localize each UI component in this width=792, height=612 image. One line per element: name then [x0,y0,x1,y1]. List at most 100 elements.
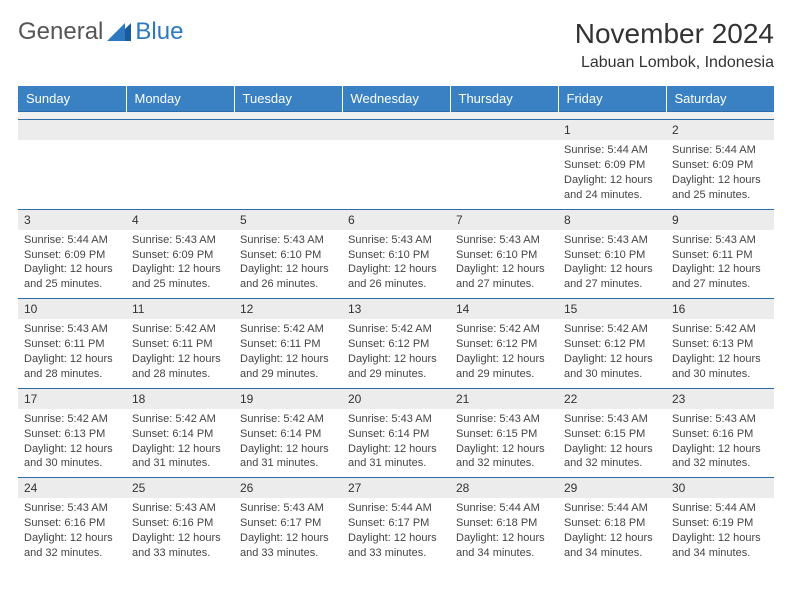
calendar-cell: 25Sunrise: 5:43 AMSunset: 6:16 PMDayligh… [126,478,234,567]
daylight-line: Daylight: 12 hours [132,352,228,367]
sunrise-line: Sunrise: 5:43 AM [564,233,660,248]
day-number: 25 [126,478,234,498]
calendar-cell: 19Sunrise: 5:42 AMSunset: 6:14 PMDayligh… [234,388,342,478]
daylight-line: and 26 minutes. [348,277,444,292]
daylight-line: and 30 minutes. [564,367,660,382]
calendar-cell: 8Sunrise: 5:43 AMSunset: 6:10 PMDaylight… [558,209,666,299]
sunset-line: Sunset: 6:14 PM [348,427,444,442]
day-number: 5 [234,210,342,230]
sunrise-line: Sunrise: 5:42 AM [132,412,228,427]
daylight-line: Daylight: 12 hours [24,442,120,457]
day-number: 23 [666,389,774,409]
sunrise-line: Sunrise: 5:43 AM [672,412,768,427]
day-number: 11 [126,299,234,319]
spacer-row [18,112,774,120]
day-number: 21 [450,389,558,409]
day-number: 1 [558,120,666,140]
sunrise-line: Sunrise: 5:43 AM [240,233,336,248]
day-number: 16 [666,299,774,319]
daylight-line: Daylight: 12 hours [132,442,228,457]
daylight-line: and 27 minutes. [672,277,768,292]
day-number: 22 [558,389,666,409]
calendar-cell: 4Sunrise: 5:43 AMSunset: 6:09 PMDaylight… [126,209,234,299]
sunrise-line: Sunrise: 5:44 AM [456,501,552,516]
calendar-cell: 1Sunrise: 5:44 AMSunset: 6:09 PMDaylight… [558,120,666,210]
daylight-line: Daylight: 12 hours [456,531,552,546]
daylight-line: and 26 minutes. [240,277,336,292]
sunrise-line: Sunrise: 5:43 AM [24,322,120,337]
logo-text-blue: Blue [135,18,183,46]
daylight-line: Daylight: 12 hours [672,173,768,188]
day-header: Wednesday [342,86,450,112]
sunset-line: Sunset: 6:14 PM [132,427,228,442]
calendar-cell: 20Sunrise: 5:43 AMSunset: 6:14 PMDayligh… [342,388,450,478]
sunset-line: Sunset: 6:10 PM [348,248,444,263]
day-header: Friday [558,86,666,112]
sunrise-line: Sunrise: 5:42 AM [348,322,444,337]
calendar-cell: 2Sunrise: 5:44 AMSunset: 6:09 PMDaylight… [666,120,774,210]
calendar-cell: 12Sunrise: 5:42 AMSunset: 6:11 PMDayligh… [234,299,342,389]
title-block: November 2024 Labuan Lombok, Indonesia [575,18,774,72]
sunrise-line: Sunrise: 5:44 AM [672,501,768,516]
day-header: Tuesday [234,86,342,112]
sunrise-line: Sunrise: 5:44 AM [24,233,120,248]
daylight-line: and 34 minutes. [456,546,552,561]
calendar-table: Sunday Monday Tuesday Wednesday Thursday… [18,86,774,567]
sunrise-line: Sunrise: 5:42 AM [240,412,336,427]
calendar-cell: 16Sunrise: 5:42 AMSunset: 6:13 PMDayligh… [666,299,774,389]
daylight-line: and 34 minutes. [564,546,660,561]
calendar-cell: 3Sunrise: 5:44 AMSunset: 6:09 PMDaylight… [18,209,126,299]
daylight-line: and 27 minutes. [456,277,552,292]
day-number: 12 [234,299,342,319]
calendar-cell: 30Sunrise: 5:44 AMSunset: 6:19 PMDayligh… [666,478,774,567]
daylight-line: Daylight: 12 hours [456,352,552,367]
daylight-line: Daylight: 12 hours [240,442,336,457]
day-header-row: Sunday Monday Tuesday Wednesday Thursday… [18,86,774,112]
day-number: 14 [450,299,558,319]
calendar-cell [450,120,558,210]
day-number: 4 [126,210,234,230]
logo-triangle-icon [107,23,131,41]
sunrise-line: Sunrise: 5:43 AM [24,501,120,516]
day-number: 10 [18,299,126,319]
day-number: 3 [18,210,126,230]
daylight-line: and 31 minutes. [348,456,444,471]
sunrise-line: Sunrise: 5:43 AM [240,501,336,516]
sunset-line: Sunset: 6:11 PM [672,248,768,263]
daylight-line: Daylight: 12 hours [24,262,120,277]
day-number: 30 [666,478,774,498]
day-number-empty [450,120,558,140]
day-header: Monday [126,86,234,112]
sunset-line: Sunset: 6:12 PM [564,337,660,352]
daylight-line: and 29 minutes. [348,367,444,382]
daylight-line: and 32 minutes. [672,456,768,471]
daylight-line: and 33 minutes. [132,546,228,561]
sunrise-line: Sunrise: 5:43 AM [456,233,552,248]
calendar-cell: 23Sunrise: 5:43 AMSunset: 6:16 PMDayligh… [666,388,774,478]
calendar-cell [342,120,450,210]
day-number: 27 [342,478,450,498]
calendar-week-row: 24Sunrise: 5:43 AMSunset: 6:16 PMDayligh… [18,478,774,567]
daylight-line: and 31 minutes. [132,456,228,471]
calendar-week-row: 17Sunrise: 5:42 AMSunset: 6:13 PMDayligh… [18,388,774,478]
daylight-line: Daylight: 12 hours [240,531,336,546]
sunrise-line: Sunrise: 5:43 AM [456,412,552,427]
daylight-line: and 28 minutes. [132,367,228,382]
sunrise-line: Sunrise: 5:44 AM [564,143,660,158]
sunrise-line: Sunrise: 5:43 AM [348,412,444,427]
daylight-line: Daylight: 12 hours [564,173,660,188]
daylight-line: and 31 minutes. [240,456,336,471]
calendar-cell: 5Sunrise: 5:43 AMSunset: 6:10 PMDaylight… [234,209,342,299]
day-number: 29 [558,478,666,498]
calendar-week-row: 10Sunrise: 5:43 AMSunset: 6:11 PMDayligh… [18,299,774,389]
sunrise-line: Sunrise: 5:44 AM [348,501,444,516]
daylight-line: Daylight: 12 hours [24,352,120,367]
daylight-line: Daylight: 12 hours [240,352,336,367]
sunset-line: Sunset: 6:16 PM [24,516,120,531]
calendar-cell: 24Sunrise: 5:43 AMSunset: 6:16 PMDayligh… [18,478,126,567]
logo-text-general: General [18,18,103,46]
sunset-line: Sunset: 6:18 PM [564,516,660,531]
sunset-line: Sunset: 6:15 PM [564,427,660,442]
sunrise-line: Sunrise: 5:42 AM [456,322,552,337]
sunset-line: Sunset: 6:11 PM [24,337,120,352]
